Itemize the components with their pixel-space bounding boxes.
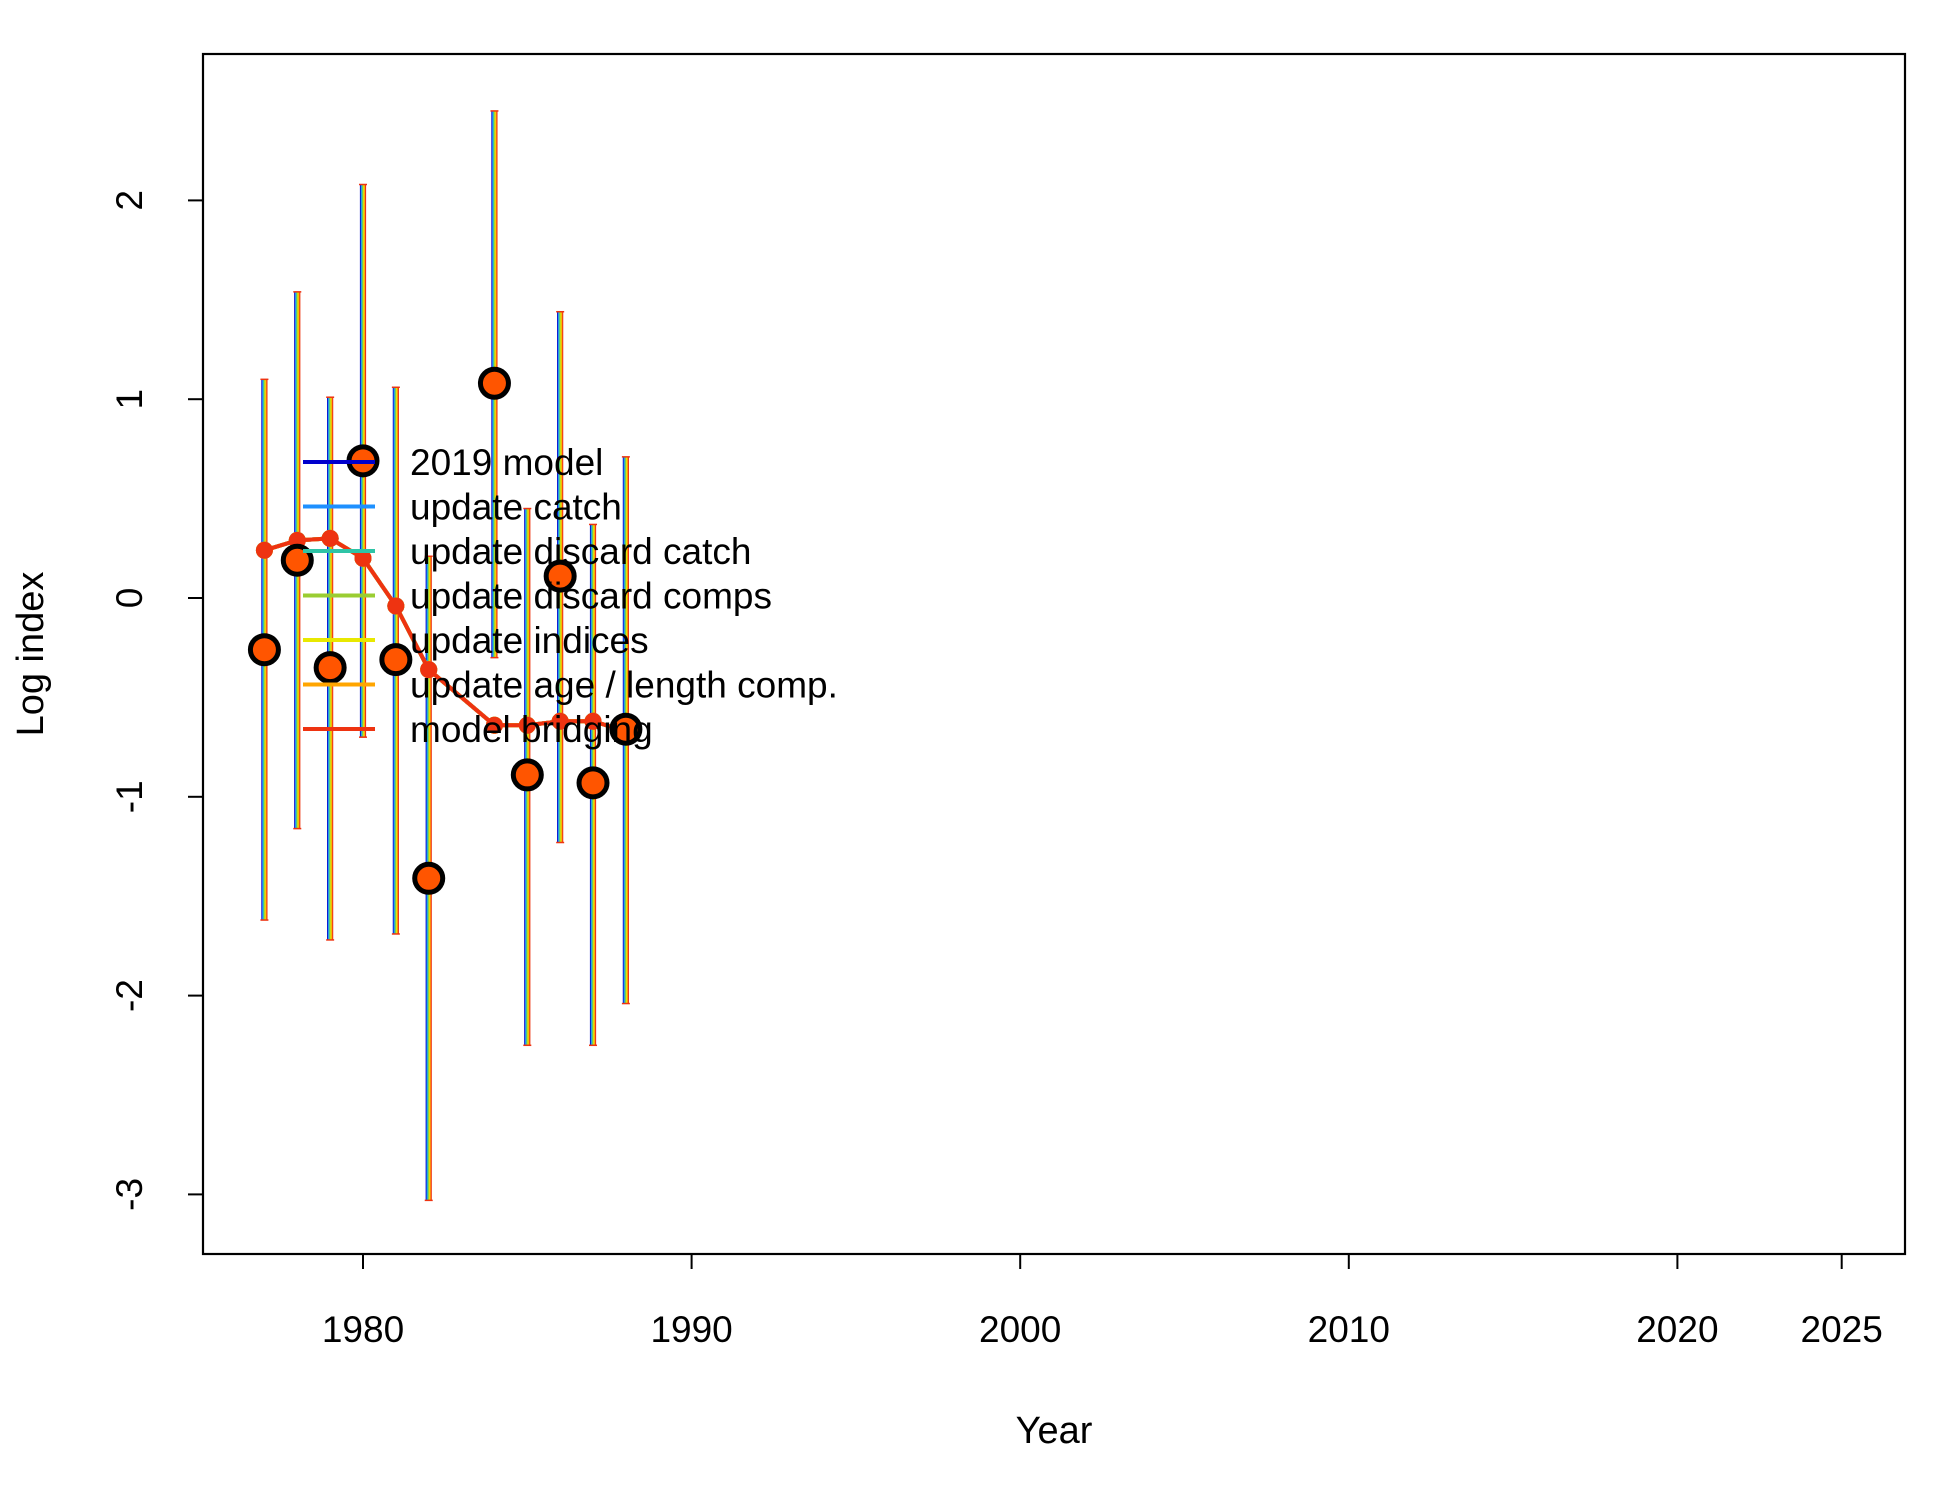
legend-label: update catch [410, 487, 622, 528]
legend-label: model bridging [410, 709, 653, 750]
series-point [485, 716, 503, 734]
x-tick-label: 2020 [1636, 1309, 1718, 1350]
legend-label: update indices [410, 620, 649, 661]
observed-point [313, 651, 347, 685]
series-lines [255, 529, 635, 740]
series-point [321, 529, 339, 547]
observed-points [247, 366, 643, 895]
y-tick-label: 0 [109, 588, 150, 609]
series-point [551, 712, 569, 730]
y-tick-label: 1 [109, 389, 150, 410]
observed-point [412, 861, 446, 895]
legend-label: update discard comps [410, 576, 772, 617]
series-point [518, 716, 536, 734]
x-tick-label: 2000 [979, 1309, 1061, 1350]
series-point [584, 712, 602, 730]
observed-point [280, 543, 314, 577]
plot-frame [201, 52, 1907, 1256]
observed-point [247, 633, 281, 667]
y-tick-label: -1 [109, 780, 150, 813]
x-axis: 1980 1990 2000 2010 2020 2025 [322, 1254, 1883, 1350]
legend-label: 2019 model [410, 442, 603, 483]
observed-point [609, 712, 643, 746]
y-tick-label: -3 [109, 1178, 150, 1211]
observed-point [379, 643, 413, 677]
y-tick-label: 2 [109, 190, 150, 211]
x-tick-label: 2010 [1308, 1309, 1390, 1350]
observed-point [543, 559, 577, 593]
y-axis-label: Log index [10, 572, 52, 737]
series-point [387, 597, 405, 615]
observed-point [477, 366, 511, 400]
x-tick-label: 1980 [322, 1309, 404, 1350]
x-axis-label: Year [1016, 1410, 1093, 1452]
observed-point [576, 766, 610, 800]
y-tick-label: -2 [109, 979, 150, 1012]
y-axis: -3 -2 -1 0 1 2 [109, 190, 203, 1211]
series-point [420, 661, 438, 679]
observed-point [510, 758, 544, 792]
x-tick-label: 2025 [1801, 1309, 1883, 1350]
x-tick-label: 1990 [650, 1309, 732, 1350]
legend-label: update age / length comp. [410, 665, 838, 706]
series-point [255, 541, 273, 559]
legend-label: update discard catch [410, 531, 751, 572]
